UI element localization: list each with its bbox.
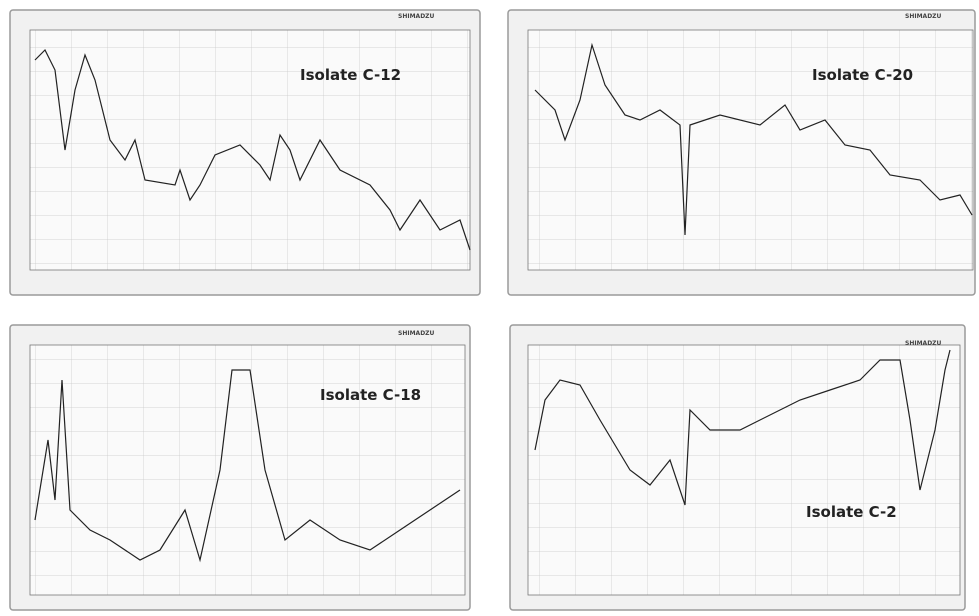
panel: SHIMADZU Isolate C-18 xyxy=(9,324,471,611)
plot-area xyxy=(527,344,961,596)
spectrum xyxy=(534,42,973,236)
panel: SHIMADZU Isolate C-12 xyxy=(9,9,481,296)
panel-label: Isolate C-18 xyxy=(320,386,421,404)
panel-label: Isolate C-2 xyxy=(806,503,897,521)
spectrum xyxy=(534,349,951,506)
spectrum xyxy=(34,369,461,563)
plot-area xyxy=(527,29,974,271)
brand: SHIMADZU xyxy=(398,13,435,20)
plot-area xyxy=(29,29,471,271)
spectrum xyxy=(34,48,471,251)
brand: SHIMADZU xyxy=(398,330,435,337)
brand: SHIMADZU xyxy=(905,13,942,20)
plot-area xyxy=(29,344,466,596)
panel-label: Isolate C-12 xyxy=(300,66,401,84)
panel-label: Isolate C-20 xyxy=(812,66,913,84)
panel: SHIMADZU Isolate C-2 xyxy=(509,324,966,611)
brand: SHIMADZU xyxy=(905,340,942,347)
panel: SHIMADZU Isolate C-20 xyxy=(507,9,976,296)
